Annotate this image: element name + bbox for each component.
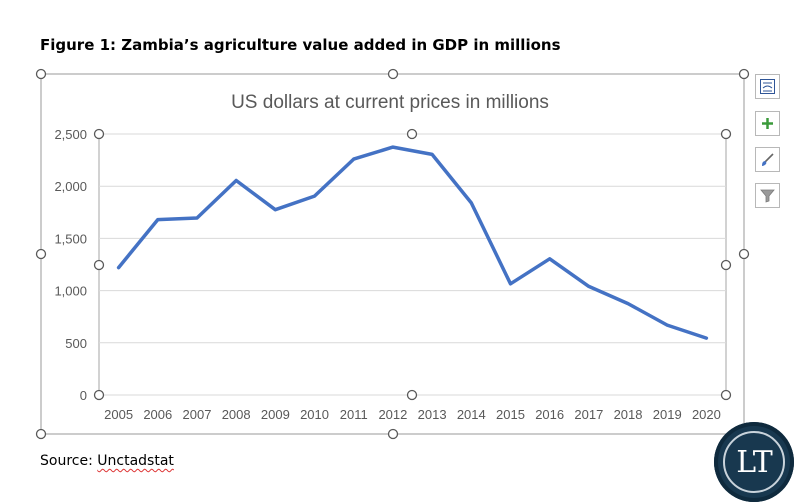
chart-resize-handle[interactable]	[738, 248, 750, 260]
data-point[interactable]	[195, 216, 199, 220]
y-tick-label: 1,500	[54, 231, 87, 246]
chart-resize-handle[interactable]	[738, 68, 750, 80]
chart-resize-handle[interactable]	[387, 428, 399, 440]
chart-layout-button[interactable]	[755, 74, 780, 99]
x-tick-label: 2009	[261, 407, 290, 422]
chart-layout-icon	[760, 79, 775, 94]
x-tick-label: 2011	[340, 407, 368, 422]
chart-resize-handle[interactable]	[35, 68, 47, 80]
y-tick-label: 2,500	[54, 127, 87, 142]
chart-filter-button[interactable]	[755, 183, 780, 208]
plot-resize-handle[interactable]	[406, 389, 418, 401]
x-tick-label: 2020	[692, 407, 721, 422]
x-tick-label: 2019	[653, 407, 682, 422]
x-tick-label: 2012	[378, 407, 407, 422]
y-tick-label: 500	[65, 336, 87, 351]
plot-resize-handle[interactable]	[93, 259, 105, 271]
chart-frame	[40, 73, 745, 435]
y-tick-label: 2,000	[54, 179, 87, 194]
series-line[interactable]	[116, 145, 709, 340]
data-point[interactable]	[548, 257, 551, 260]
data-point[interactable]	[156, 218, 159, 221]
data-point[interactable]	[352, 157, 355, 161]
plot-resize-handle[interactable]	[720, 259, 732, 271]
x-tick-label: 2016	[535, 407, 564, 422]
data-point[interactable]	[587, 285, 591, 288]
source-note: Source: Unctadstat	[40, 453, 174, 469]
chart-elements-plus-icon	[762, 118, 773, 129]
y-tick-label: 0	[80, 388, 87, 403]
x-tick-label: 2006	[143, 407, 172, 422]
x-tick-label: 2007	[183, 407, 212, 422]
data-point[interactable]	[430, 153, 434, 156]
chart-styles-brush-icon	[762, 153, 774, 166]
data-point[interactable]	[391, 145, 395, 149]
x-tick-label: 2008	[222, 407, 251, 422]
logo-ring: LT	[723, 431, 785, 493]
x-tick-label: 2015	[496, 407, 525, 422]
chart-resize-handle[interactable]	[35, 248, 47, 260]
chart-filter-icon	[760, 189, 775, 203]
data-point[interactable]	[666, 323, 669, 327]
data-point[interactable]	[509, 282, 512, 286]
data-point[interactable]	[470, 201, 473, 205]
x-tick-label: 2005	[104, 407, 133, 422]
x-tick-label: 2018	[614, 407, 643, 422]
data-point[interactable]	[234, 179, 238, 182]
data-point[interactable]	[274, 208, 277, 211]
figure-title: Figure 1: Zambia’s agriculture value add…	[40, 36, 561, 54]
chart-styles-button[interactable]	[755, 147, 780, 172]
chart-title: US dollars at current prices in millions	[231, 92, 549, 113]
data-point[interactable]	[117, 266, 120, 269]
x-tick-label: 2014	[457, 407, 486, 422]
plot-resize-handle[interactable]	[93, 389, 105, 401]
chart-resize-handle[interactable]	[387, 68, 399, 80]
x-tick-label: 2010	[300, 407, 329, 422]
plot-resize-handle[interactable]	[406, 128, 418, 140]
chart-elements-button[interactable]	[755, 111, 780, 136]
plot-resize-handle[interactable]	[720, 389, 732, 401]
logo-text: LT	[736, 444, 772, 480]
chart-resize-handle[interactable]	[35, 428, 47, 440]
data-point[interactable]	[626, 302, 630, 305]
x-tick-label: 2013	[418, 407, 447, 422]
y-tick-label: 1,000	[54, 284, 87, 299]
plot-resize-handle[interactable]	[93, 128, 105, 140]
lusaka-times-logo: LT	[714, 422, 794, 502]
source-name: Unctadstat	[97, 453, 174, 469]
source-label: Source:	[40, 453, 98, 469]
data-point[interactable]	[705, 336, 708, 340]
x-tick-label: 2017	[574, 407, 603, 422]
plot-resize-handle[interactable]	[720, 128, 732, 140]
data-point[interactable]	[313, 194, 316, 198]
